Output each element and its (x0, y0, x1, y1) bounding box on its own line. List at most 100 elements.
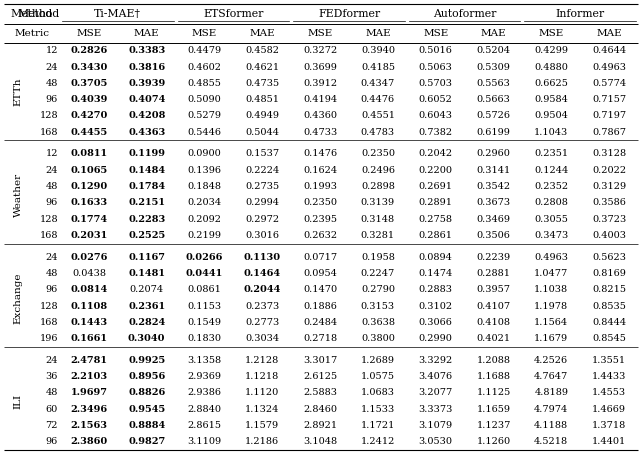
Text: 0.2239: 0.2239 (476, 252, 511, 262)
Text: 0.8444: 0.8444 (592, 318, 626, 327)
Text: 0.6625: 0.6625 (534, 79, 568, 88)
Text: 0.4299: 0.4299 (534, 46, 568, 55)
Text: 0.2691: 0.2691 (419, 182, 452, 191)
Text: 0.4347: 0.4347 (361, 79, 395, 88)
Text: 0.8545: 0.8545 (592, 334, 626, 343)
Text: 0.2525: 0.2525 (128, 231, 165, 240)
Text: 0.2199: 0.2199 (188, 231, 221, 240)
Text: 1.1579: 1.1579 (245, 421, 280, 430)
Text: 0.3473: 0.3473 (534, 231, 568, 240)
Text: 0.8215: 0.8215 (592, 285, 626, 294)
Text: 0.2881: 0.2881 (477, 269, 511, 278)
Text: MSE: MSE (307, 29, 333, 38)
Text: 0.3128: 0.3128 (592, 149, 626, 158)
Text: 0.2350: 0.2350 (361, 149, 395, 158)
Text: 0.2361: 0.2361 (128, 301, 165, 311)
Text: 0.2395: 0.2395 (303, 215, 337, 224)
Text: 1.4401: 1.4401 (592, 437, 626, 446)
Text: 0.3816: 0.3816 (128, 63, 165, 72)
Text: 0.3723: 0.3723 (592, 215, 626, 224)
Text: 0.1244: 0.1244 (534, 166, 568, 175)
Text: 0.1784: 0.1784 (128, 182, 165, 191)
Text: 0.9545: 0.9545 (128, 405, 165, 414)
Text: 0.1443: 0.1443 (70, 318, 108, 327)
Text: ETTh: ETTh (13, 77, 22, 106)
Text: 1.1218: 1.1218 (245, 372, 280, 381)
Text: 1.1564: 1.1564 (534, 318, 568, 327)
Text: 1.1679: 1.1679 (534, 334, 568, 343)
Text: 168: 168 (40, 231, 58, 240)
Text: 0.4602: 0.4602 (188, 63, 221, 72)
Text: 0.0441: 0.0441 (186, 269, 223, 278)
Text: 1.1721: 1.1721 (361, 421, 395, 430)
Text: 3.2077: 3.2077 (419, 389, 453, 397)
Text: 0.1537: 0.1537 (245, 149, 280, 158)
Text: MSE: MSE (423, 29, 449, 38)
Text: 2.8921: 2.8921 (303, 421, 337, 430)
Text: 0.3141: 0.3141 (476, 166, 511, 175)
Text: 48: 48 (45, 269, 58, 278)
Text: 0.3912: 0.3912 (303, 79, 337, 88)
Text: 0.1774: 0.1774 (70, 215, 108, 224)
Text: 0.3139: 0.3139 (361, 198, 395, 207)
Text: 4.5218: 4.5218 (534, 437, 568, 446)
Text: 0.7197: 0.7197 (592, 112, 626, 120)
Text: 2.9386: 2.9386 (188, 389, 221, 397)
Text: 0.6043: 0.6043 (419, 112, 452, 120)
Text: 1.1120: 1.1120 (245, 389, 280, 397)
Text: 0.5446: 0.5446 (188, 128, 221, 137)
Text: Informer: Informer (556, 9, 605, 19)
Text: 0.0900: 0.0900 (188, 149, 221, 158)
Text: 0.8884: 0.8884 (128, 421, 165, 430)
Text: 0.6199: 0.6199 (477, 128, 511, 137)
Text: 0.4644: 0.4644 (592, 46, 626, 55)
Text: 0.2151: 0.2151 (128, 198, 165, 207)
Text: 2.6125: 2.6125 (303, 372, 337, 381)
Text: 0.3940: 0.3940 (361, 46, 395, 55)
Text: 0.2891: 0.2891 (419, 198, 452, 207)
Text: 0.3055: 0.3055 (534, 215, 568, 224)
Text: 0.2773: 0.2773 (245, 318, 280, 327)
Text: 0.3957: 0.3957 (477, 285, 511, 294)
Text: 0.0861: 0.0861 (188, 285, 221, 294)
Text: 0.1065: 0.1065 (70, 166, 108, 175)
Text: 0.5774: 0.5774 (592, 79, 626, 88)
Text: 0.1199: 0.1199 (128, 149, 165, 158)
Text: 0.2632: 0.2632 (303, 231, 337, 240)
Text: 0.3383: 0.3383 (128, 46, 165, 55)
Text: 0.3016: 0.3016 (245, 231, 279, 240)
Text: 0.1476: 0.1476 (303, 149, 337, 158)
Text: 0.2224: 0.2224 (245, 166, 280, 175)
Text: Ti-MAE†: Ti-MAE† (94, 9, 141, 19)
Text: 1.1324: 1.1324 (245, 405, 280, 414)
Text: 0.2898: 0.2898 (361, 182, 395, 191)
Text: 4.1188: 4.1188 (534, 421, 568, 430)
Text: 128: 128 (40, 215, 58, 224)
Text: 0.5016: 0.5016 (419, 46, 452, 55)
Text: 0.2034: 0.2034 (188, 198, 221, 207)
Text: 0.4107: 0.4107 (476, 301, 511, 311)
Text: 0.2022: 0.2022 (592, 166, 626, 175)
Text: 1.2689: 1.2689 (361, 356, 395, 365)
Text: 0.3430: 0.3430 (70, 63, 108, 72)
Text: 0.8826: 0.8826 (128, 389, 165, 397)
Text: 4.8189: 4.8189 (534, 389, 568, 397)
Text: 0.7382: 0.7382 (419, 128, 452, 137)
Text: 96: 96 (45, 95, 58, 104)
Text: 0.2042: 0.2042 (419, 149, 452, 158)
Text: 0.2351: 0.2351 (534, 149, 568, 158)
Text: 0.1290: 0.1290 (70, 182, 108, 191)
Text: Method: Method (11, 9, 53, 19)
Text: 0.2758: 0.2758 (419, 215, 452, 224)
Text: 4.2526: 4.2526 (534, 356, 568, 365)
Text: 4.7974: 4.7974 (534, 405, 568, 414)
Text: 0.3939: 0.3939 (128, 79, 165, 88)
Text: 3.1109: 3.1109 (188, 437, 221, 446)
Text: 3.1048: 3.1048 (303, 437, 337, 446)
Text: 2.3496: 2.3496 (70, 405, 108, 414)
Text: 0.1481: 0.1481 (128, 269, 165, 278)
Text: 0.4021: 0.4021 (476, 334, 511, 343)
Text: 1.0575: 1.0575 (361, 372, 395, 381)
Text: 1.1237: 1.1237 (476, 421, 511, 430)
Text: MAE: MAE (250, 29, 275, 38)
